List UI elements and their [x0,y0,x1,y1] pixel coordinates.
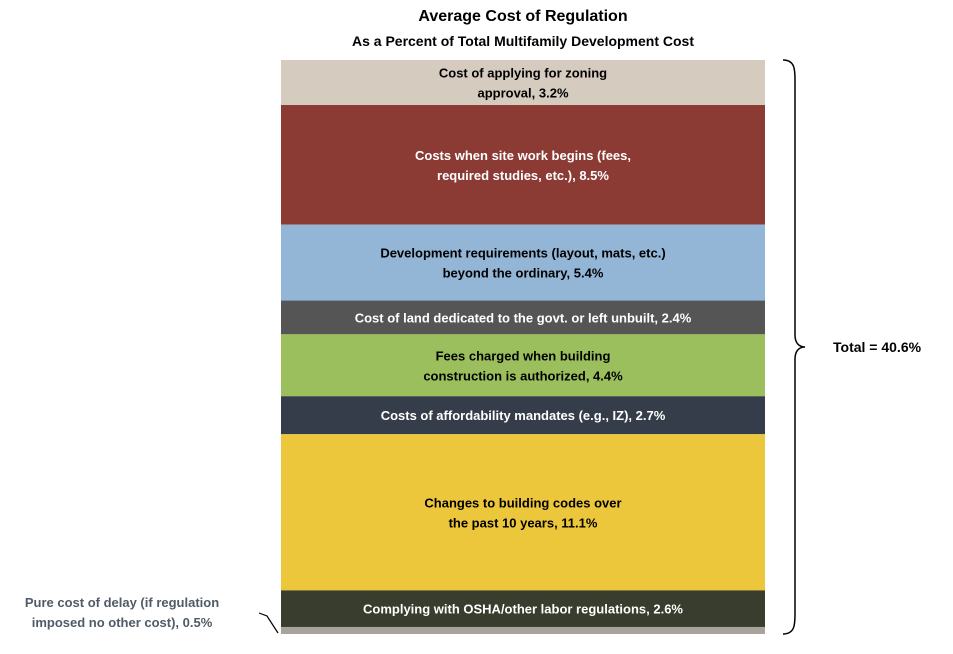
bar-segment [281,60,765,106]
bar-segment [281,105,765,225]
chart-subtitle: As a Percent of Total Multifamily Develo… [352,33,694,49]
bar-segment [281,334,765,397]
segment-label: Changes to building codes over the past 1… [424,495,621,530]
bar-segment [281,626,765,634]
segment-label: Fees charged when building construction i… [423,348,623,383]
segment-label-line: Development requirements (layout, mats, … [380,246,665,261]
segment-label-line: construction is authorized, 4.4% [423,368,623,383]
bar-segment [281,434,765,591]
delay-annotation-text: Pure cost of delay (if regulation imposed… [25,595,219,630]
segment-label: Costs when site work begins (fees, requir… [415,148,631,183]
chart-title: Average Cost of Regulation [418,8,627,25]
segment-label-line: required studies, etc.), 8.5% [437,168,609,183]
delay-annotation-line: imposed no other cost), 0.5% [32,615,213,630]
segment-label-line: Cost of land dedicated to the govt. or l… [355,310,692,325]
segment-label: Cost of applying for zoning approval, 3.2… [439,66,607,101]
segment-label-line: Complying with OSHA/other labor regulati… [363,602,683,617]
bar-segment [281,300,765,335]
total-bracket [782,59,806,635]
segment-label-line: Costs when site work begins (fees, [415,148,631,163]
bar-segment [281,224,765,301]
segment-label-line: approval, 3.2% [477,86,568,101]
segment-label-line: the past 10 years, 11.1% [449,515,598,530]
segment-label: Costs of affordability mandates (e.g., I… [381,408,666,423]
segment-label-line: Costs of affordability mandates (e.g., I… [381,408,666,423]
segment-label: Cost of land dedicated to the govt. or l… [355,310,692,325]
delay-annotation-line: Pure cost of delay (if regulation [25,595,219,610]
segment-label-line: Changes to building codes over [424,495,621,510]
bar-segment [281,590,765,627]
stacked-bar: Cost of applying for zoning approval, 3.2… [281,60,765,634]
segment-label-line: Fees charged when building [436,348,611,363]
delay-annotation: Pure cost of delay (if regulation imposed… [25,595,219,630]
segment-label: Complying with OSHA/other labor regulati… [363,602,683,617]
bar-segment [281,396,765,435]
delay-pointer-line [258,612,279,634]
total-label: Total = 40.6% [833,339,922,355]
segment-label-line: Cost of applying for zoning [439,66,607,81]
segment-label-line: beyond the ordinary, 5.4% [443,266,604,281]
segment-label: Development requirements (layout, mats, … [380,246,665,281]
